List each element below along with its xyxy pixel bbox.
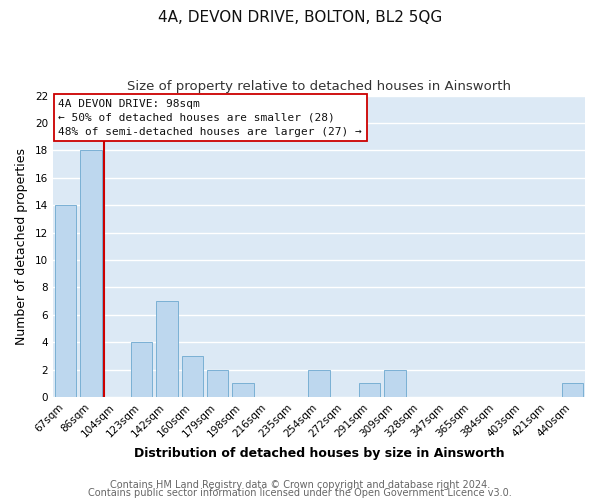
Bar bbox=[359, 383, 380, 397]
Text: 4A, DEVON DRIVE, BOLTON, BL2 5QG: 4A, DEVON DRIVE, BOLTON, BL2 5QG bbox=[158, 10, 442, 25]
Bar bbox=[156, 301, 178, 397]
Bar bbox=[207, 370, 229, 397]
Bar bbox=[384, 370, 406, 397]
Bar bbox=[232, 383, 254, 397]
Text: 4A DEVON DRIVE: 98sqm
← 50% of detached houses are smaller (28)
48% of semi-deta: 4A DEVON DRIVE: 98sqm ← 50% of detached … bbox=[58, 98, 362, 136]
Y-axis label: Number of detached properties: Number of detached properties bbox=[15, 148, 28, 345]
Bar bbox=[131, 342, 152, 397]
Bar bbox=[55, 205, 76, 397]
Bar bbox=[562, 383, 583, 397]
Bar bbox=[308, 370, 330, 397]
Text: Contains HM Land Registry data © Crown copyright and database right 2024.: Contains HM Land Registry data © Crown c… bbox=[110, 480, 490, 490]
Text: Contains public sector information licensed under the Open Government Licence v3: Contains public sector information licen… bbox=[88, 488, 512, 498]
Bar bbox=[182, 356, 203, 397]
Bar bbox=[80, 150, 102, 397]
Title: Size of property relative to detached houses in Ainsworth: Size of property relative to detached ho… bbox=[127, 80, 511, 93]
X-axis label: Distribution of detached houses by size in Ainsworth: Distribution of detached houses by size … bbox=[134, 447, 505, 460]
